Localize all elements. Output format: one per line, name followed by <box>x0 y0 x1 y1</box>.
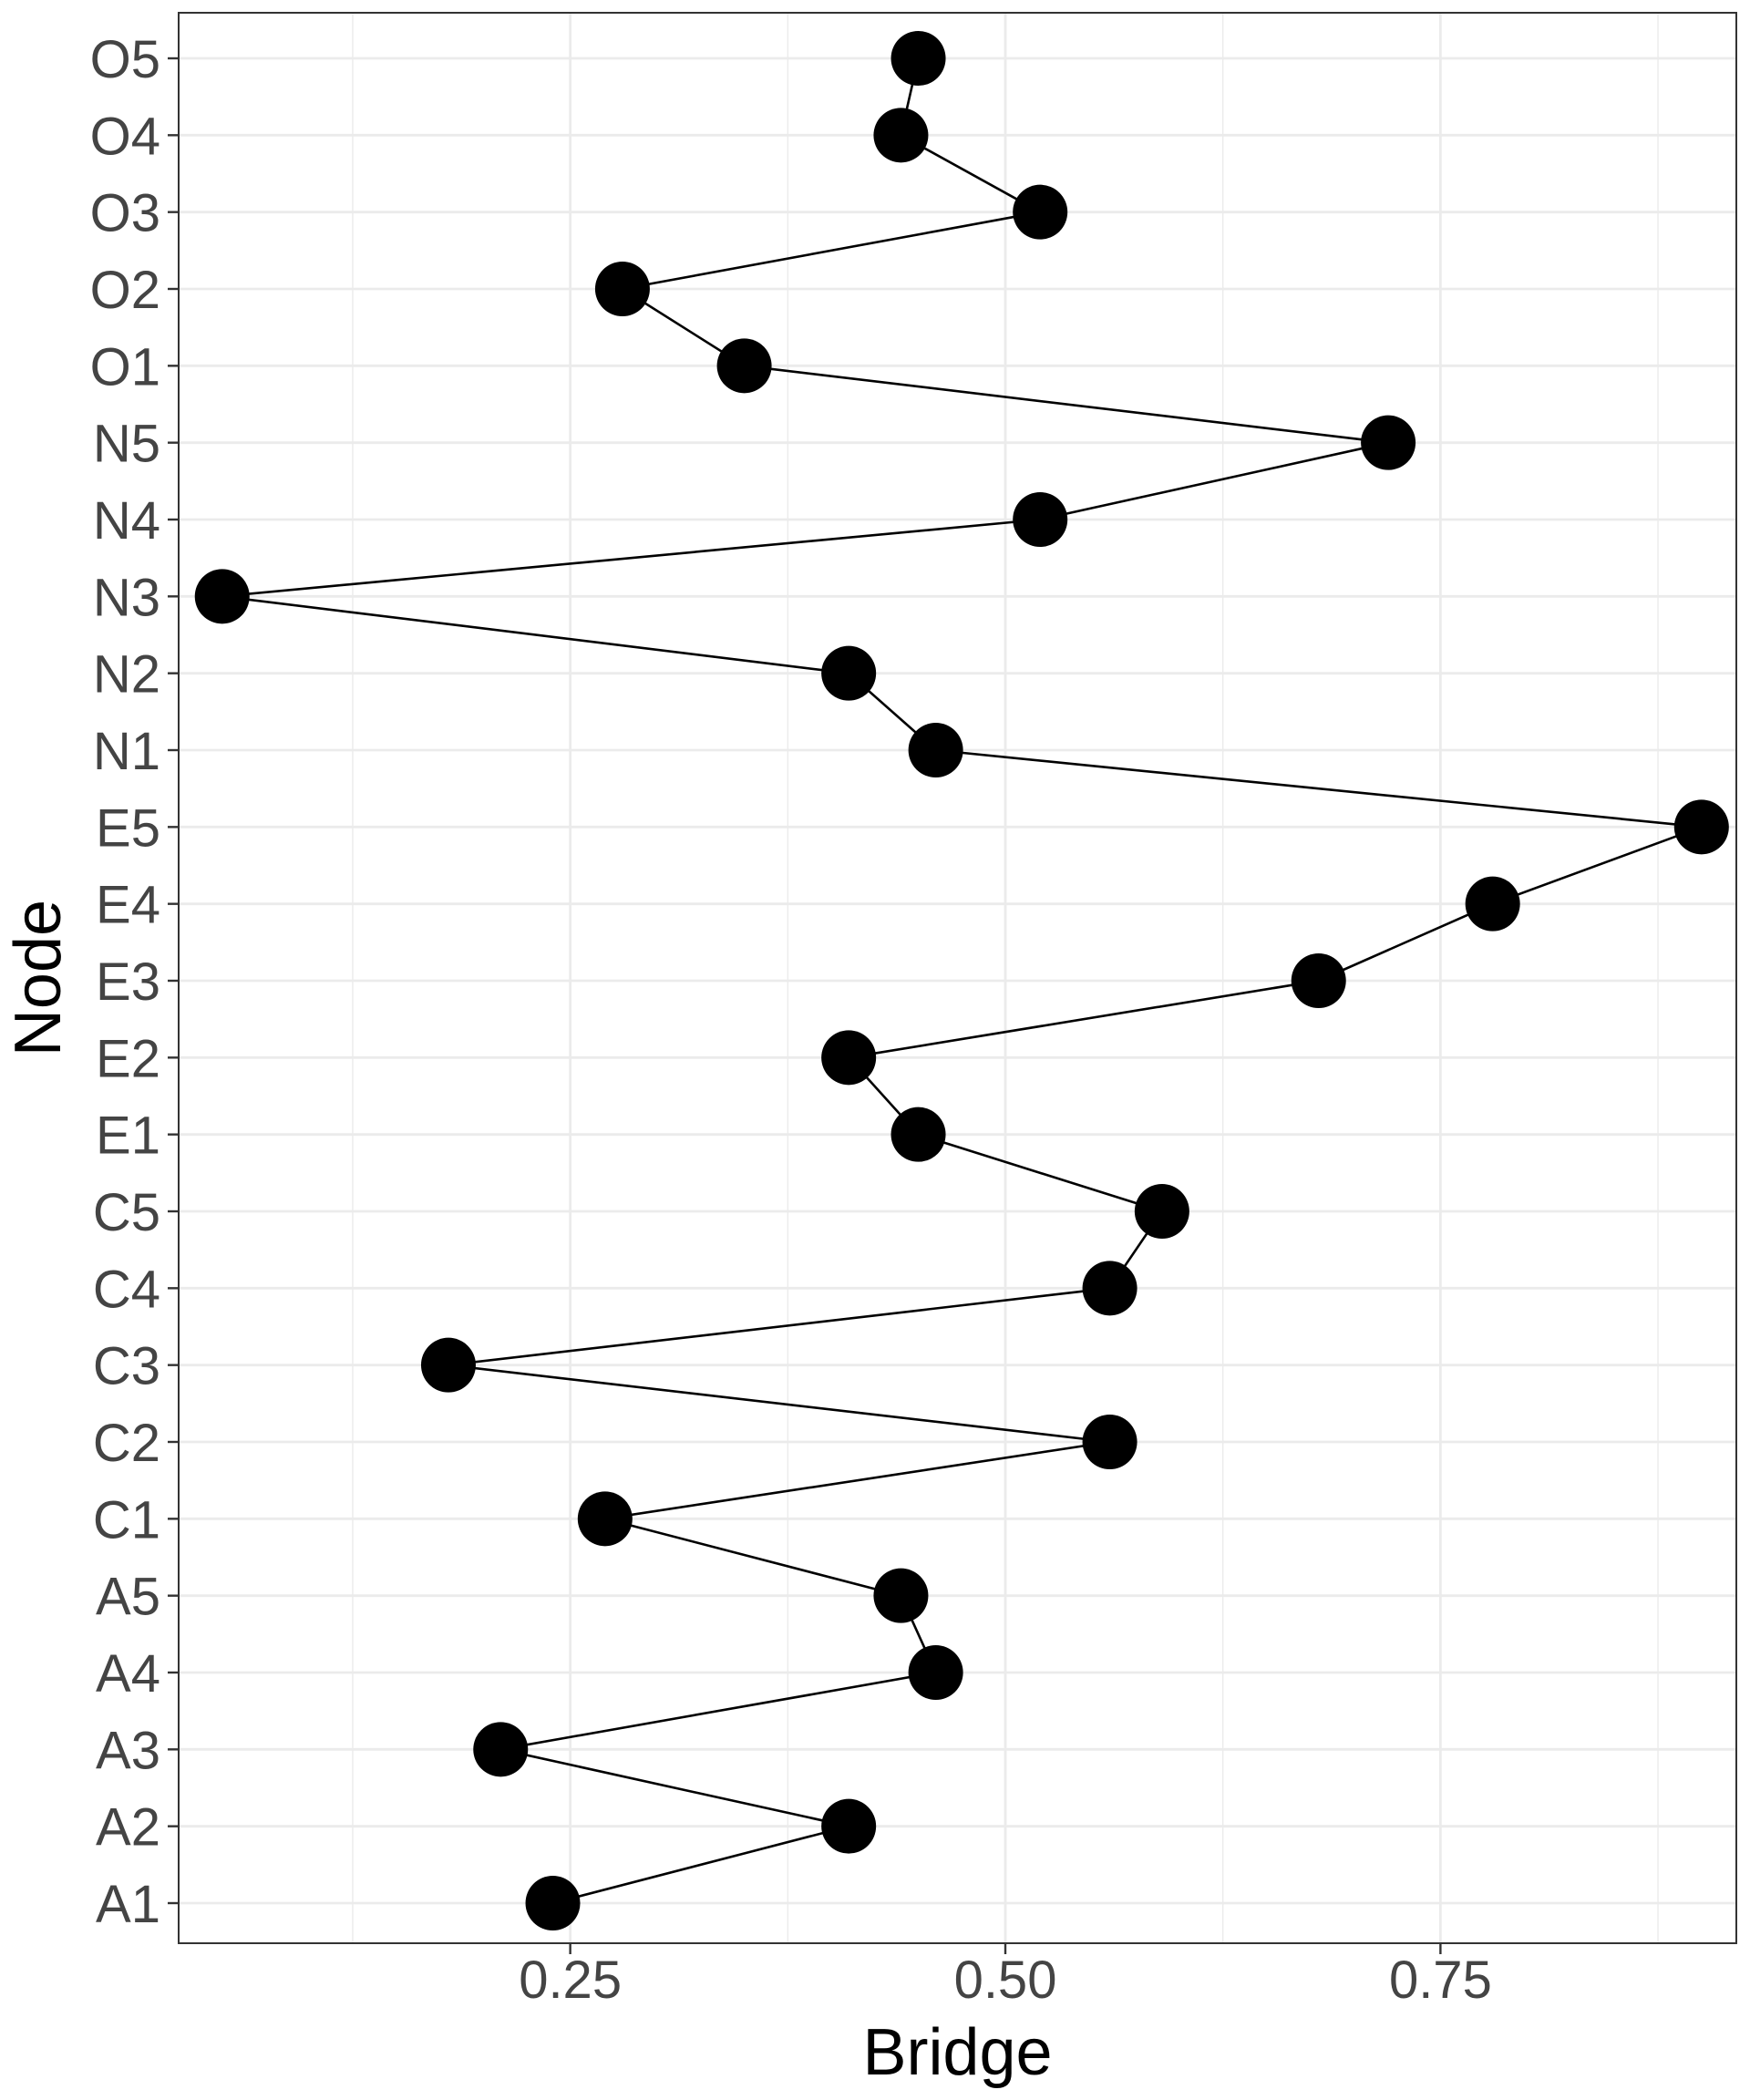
x-tick-label: 0.75 <box>1389 1951 1492 2010</box>
data-point-e3 <box>1291 953 1346 1008</box>
y-tick-label-o1: O1 <box>90 337 160 396</box>
y-tick-label-n3: N3 <box>93 568 160 627</box>
series-points <box>194 31 1729 1930</box>
y-tick-label-a3: A3 <box>96 1721 160 1780</box>
grid <box>179 13 1736 1943</box>
data-point-o5 <box>890 31 946 86</box>
data-point-o3 <box>1013 184 1068 240</box>
y-tick-label-n2: N2 <box>93 645 160 705</box>
y-tick-label-o2: O2 <box>90 261 160 320</box>
x-tick-label: 0.25 <box>519 1951 622 2010</box>
data-point-n3 <box>194 569 250 624</box>
panel-border <box>178 12 1737 1944</box>
y-tick-label-o3: O3 <box>90 184 160 243</box>
data-point-a5 <box>873 1568 929 1623</box>
data-point-o4 <box>873 108 929 163</box>
data-point-e1 <box>890 1107 946 1162</box>
x-tick-label: 0.50 <box>954 1951 1057 2010</box>
data-point-c4 <box>1082 1261 1138 1316</box>
data-point-n2 <box>821 645 877 701</box>
y-tick-label-e5: E5 <box>96 798 160 858</box>
data-point-a1 <box>525 1876 581 1930</box>
y-tick-label-n1: N1 <box>93 722 160 781</box>
y-tick-label-c3: C3 <box>93 1337 160 1396</box>
y-tick-label-a1: A1 <box>96 1875 160 1934</box>
y-tick-label-a4: A4 <box>96 1644 160 1704</box>
x-axis: 0.25 0.50 0.75 <box>519 1943 1492 2010</box>
y-tick-label-a5: A5 <box>96 1568 160 1627</box>
data-point-c3 <box>420 1337 476 1393</box>
data-point-e5 <box>1673 799 1729 855</box>
data-point-c2 <box>1082 1415 1138 1469</box>
data-point-a3 <box>473 1722 529 1777</box>
data-point-o1 <box>716 338 772 394</box>
y-tick-label-n4: N4 <box>93 491 160 551</box>
y-tick-label-e3: E3 <box>96 952 160 1012</box>
y-tick-label-c2: C2 <box>93 1414 160 1473</box>
y-tick-label-a2: A2 <box>96 1798 160 1858</box>
y-tick-label-o5: O5 <box>90 30 160 89</box>
y-tick-label-e4: E4 <box>96 876 160 935</box>
y-tick-label-o4: O4 <box>90 107 160 166</box>
data-point-n4 <box>1013 492 1068 547</box>
data-point-n1 <box>908 723 963 777</box>
data-point-o2 <box>594 262 650 316</box>
y-tick-label-c1: C1 <box>93 1490 160 1549</box>
y-tick-label-e1: E1 <box>96 1107 160 1166</box>
data-point-a2 <box>821 1798 877 1854</box>
x-axis-title: Bridge <box>862 2016 1052 2089</box>
y-axis-title: Node <box>2 900 75 1056</box>
y-tick-label-c4: C4 <box>93 1260 160 1319</box>
y-axis: A1 A2 A3 A4 A5 C1 C2 C3 C4 C5 E1 E2 E3 E4 E5 N1 N2 N3 N4 N5… <box>90 30 179 1934</box>
data-point-n5 <box>1361 415 1416 470</box>
data-point-a4 <box>908 1645 963 1700</box>
y-tick-label-n5: N5 <box>93 415 160 474</box>
data-point-c1 <box>577 1491 633 1547</box>
y-tick-label-e2: E2 <box>96 1029 160 1088</box>
data-point-c5 <box>1134 1184 1189 1239</box>
data-point-e2 <box>821 1030 877 1086</box>
data-point-e4 <box>1465 876 1520 932</box>
y-tick-label-c5: C5 <box>93 1183 160 1242</box>
